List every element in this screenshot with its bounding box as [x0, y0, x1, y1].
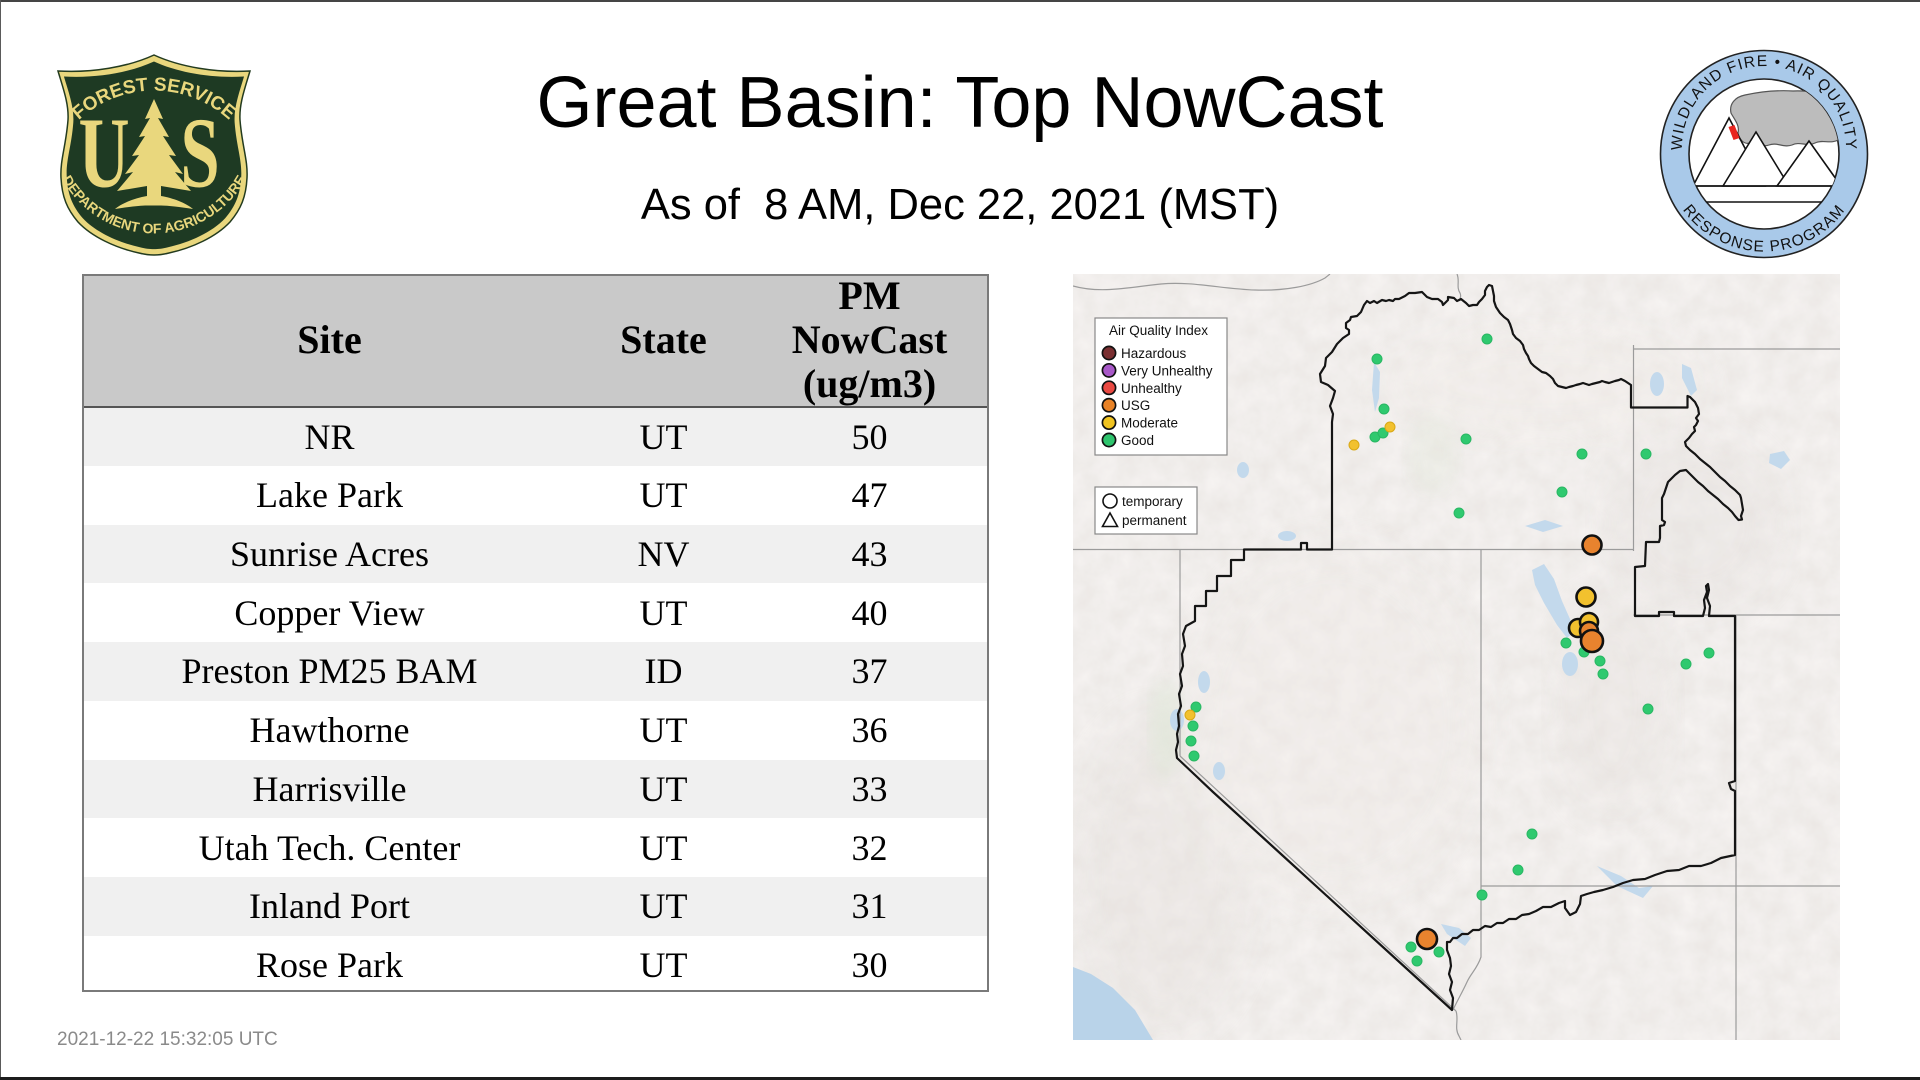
svg-text:Moderate: Moderate — [1121, 416, 1178, 431]
svg-text:U: U — [78, 96, 129, 208]
svg-text:Good: Good — [1121, 433, 1154, 448]
svg-text:permanent: permanent — [1122, 513, 1187, 528]
svg-text:S: S — [180, 96, 219, 208]
svg-text:Air Quality Index: Air Quality Index — [1109, 323, 1208, 338]
svg-text:temporary: temporary — [1122, 494, 1183, 509]
svg-text:Very Unhealthy: Very Unhealthy — [1121, 363, 1213, 378]
svg-text:USG: USG — [1121, 398, 1150, 413]
svg-text:Unhealthy: Unhealthy — [1121, 381, 1182, 396]
svg-text:Hazardous: Hazardous — [1121, 346, 1187, 361]
